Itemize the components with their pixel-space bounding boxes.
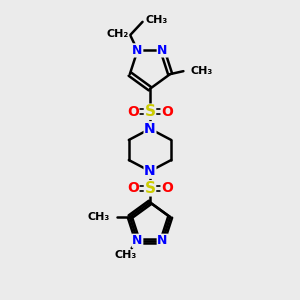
Text: O: O — [161, 105, 173, 119]
Text: O: O — [161, 181, 173, 195]
Text: CH₂: CH₂ — [106, 28, 129, 39]
Text: N: N — [144, 164, 156, 178]
Text: CH₃: CH₃ — [88, 212, 110, 222]
Text: CH₃: CH₃ — [191, 66, 213, 76]
Text: S: S — [145, 104, 155, 119]
Text: O: O — [127, 181, 139, 195]
Text: N: N — [132, 234, 143, 247]
Text: S: S — [145, 181, 155, 196]
Text: N: N — [157, 44, 168, 57]
Text: CH₃: CH₃ — [146, 15, 168, 26]
Text: N: N — [132, 44, 143, 57]
Text: N: N — [144, 122, 156, 136]
Text: O: O — [127, 105, 139, 119]
Text: CH₃: CH₃ — [115, 250, 137, 260]
Text: N: N — [157, 234, 168, 247]
